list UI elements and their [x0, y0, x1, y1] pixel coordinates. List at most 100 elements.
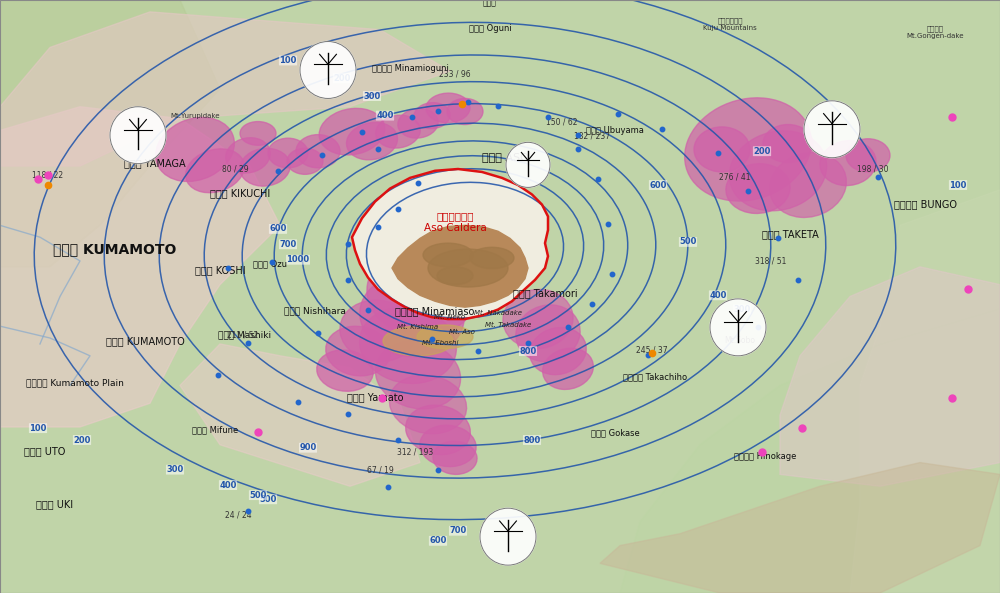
Ellipse shape [367, 247, 477, 336]
Ellipse shape [433, 441, 477, 474]
Ellipse shape [360, 307, 456, 384]
Ellipse shape [685, 98, 811, 201]
Ellipse shape [694, 127, 750, 172]
Text: 西原村 Nishihara: 西原村 Nishihara [284, 307, 346, 316]
Ellipse shape [543, 348, 593, 390]
Text: 鈰茨市 ASO: 鈰茨市 ASO [482, 152, 528, 162]
Ellipse shape [383, 326, 453, 356]
Ellipse shape [389, 375, 467, 434]
Ellipse shape [506, 142, 550, 187]
Polygon shape [850, 190, 1000, 593]
Ellipse shape [503, 289, 573, 349]
Text: 67 / 19: 67 / 19 [367, 466, 393, 475]
Ellipse shape [414, 103, 450, 129]
Text: 南鈰茨村 Minamiaso: 南鈰茨村 Minamiaso [395, 307, 475, 316]
Text: 山都町 Yamato: 山都町 Yamato [347, 393, 403, 402]
Text: 400: 400 [219, 480, 237, 490]
Text: 熊本県 KUMAMOTO: 熊本県 KUMAMOTO [53, 242, 177, 256]
Text: 御船町 Mifune: 御船町 Mifune [192, 425, 238, 435]
Text: 山鹿市 YAMAGA: 山鹿市 YAMAGA [124, 158, 186, 168]
Polygon shape [620, 308, 1000, 593]
Text: 産山村 Ubuyama: 産山村 Ubuyama [586, 126, 644, 135]
Text: 100: 100 [29, 423, 47, 433]
Text: Mt. Kishima: Mt. Kishima [397, 324, 439, 330]
Ellipse shape [447, 98, 483, 125]
Ellipse shape [530, 327, 586, 375]
Ellipse shape [426, 93, 470, 123]
Text: 五ヶ町 Gokase: 五ヶ町 Gokase [591, 428, 639, 438]
Ellipse shape [398, 109, 438, 138]
Text: 小鹿町: 小鹿町 [483, 0, 497, 8]
Text: 24 / 24: 24 / 24 [225, 510, 251, 519]
Text: 700: 700 [279, 240, 297, 249]
Ellipse shape [186, 149, 244, 193]
Text: 600: 600 [429, 536, 447, 546]
Text: 500: 500 [259, 495, 277, 504]
Text: 500: 500 [679, 237, 697, 247]
Text: 鈰茨カルデラ
Aso Caldera: 鈰茨カルデラ Aso Caldera [424, 212, 486, 233]
Text: Mt. Eboshi: Mt. Eboshi [422, 340, 458, 346]
Text: 245 / 37: 245 / 37 [636, 345, 668, 355]
Text: 合志市 KOSHI: 合志市 KOSHI [195, 265, 245, 275]
Text: 菊池市 KIKUCHI: 菊池市 KIKUCHI [210, 188, 270, 197]
Text: 276 / 41: 276 / 41 [719, 172, 751, 181]
Ellipse shape [240, 122, 276, 145]
Text: Mt. Takadake: Mt. Takadake [485, 322, 531, 328]
Text: 200: 200 [753, 146, 771, 156]
Ellipse shape [296, 135, 340, 168]
Ellipse shape [287, 148, 323, 174]
Text: 900: 900 [299, 443, 317, 452]
Ellipse shape [382, 228, 482, 308]
Polygon shape [0, 107, 280, 427]
Text: 益城町 Mashiki: 益城町 Mashiki [218, 330, 272, 340]
Text: 熊本平野 Kumamoto Plain: 熊本平野 Kumamoto Plain [26, 378, 124, 387]
Text: 211 / 52: 211 / 52 [227, 330, 259, 340]
Text: 宇城市 UKI: 宇城市 UKI [36, 499, 74, 509]
Text: 豊後大野 BUNGO: 豊後大野 BUNGO [894, 200, 956, 209]
Text: 800: 800 [523, 435, 541, 445]
Ellipse shape [406, 405, 470, 455]
Text: 150 / 62: 150 / 62 [546, 117, 578, 126]
Text: 200: 200 [73, 435, 91, 445]
Ellipse shape [268, 138, 308, 168]
Text: 100: 100 [949, 180, 967, 190]
Text: Mt. Nakadake: Mt. Nakadake [474, 310, 522, 316]
Text: 1000: 1000 [286, 255, 310, 264]
Text: 100: 100 [279, 56, 297, 65]
Text: 大津町 Ozu: 大津町 Ozu [253, 259, 287, 269]
Ellipse shape [417, 325, 473, 349]
Ellipse shape [240, 148, 290, 186]
Ellipse shape [397, 209, 487, 280]
Ellipse shape [480, 508, 536, 565]
Text: 熊本市 KUMAMOTO: 熊本市 KUMAMOTO [106, 336, 184, 346]
Ellipse shape [763, 125, 813, 162]
Text: 200: 200 [333, 74, 351, 83]
Text: 宇土市 UTO: 宇土市 UTO [24, 446, 66, 455]
Ellipse shape [156, 117, 234, 181]
Text: 300: 300 [733, 305, 751, 314]
Ellipse shape [442, 176, 502, 221]
Text: 600: 600 [269, 224, 287, 234]
Ellipse shape [319, 109, 385, 155]
Text: 600: 600 [649, 180, 667, 190]
Ellipse shape [770, 152, 846, 218]
Text: 竹田市 TAKETA: 竹田市 TAKETA [762, 229, 818, 239]
Ellipse shape [516, 305, 580, 362]
Text: 318 / 51: 318 / 51 [755, 256, 787, 266]
Ellipse shape [846, 139, 890, 172]
Text: Mt.Sobo: Mt.Sobo [724, 336, 756, 346]
Polygon shape [352, 169, 548, 319]
Text: Mt. Aso: Mt. Aso [449, 329, 475, 335]
Text: 小国町 Oguni: 小国町 Oguni [469, 24, 511, 33]
Ellipse shape [437, 267, 473, 285]
Text: 182 / 237: 182 / 237 [574, 132, 610, 141]
Text: 高森町 Takamori: 高森町 Takamori [513, 289, 577, 298]
Text: 500: 500 [249, 490, 267, 500]
Text: 400: 400 [376, 111, 394, 120]
Text: 300: 300 [166, 465, 184, 474]
Polygon shape [180, 344, 420, 486]
Polygon shape [0, 12, 450, 166]
Ellipse shape [376, 115, 420, 148]
Text: 118 / 22: 118 / 22 [32, 170, 64, 180]
Ellipse shape [726, 164, 790, 213]
